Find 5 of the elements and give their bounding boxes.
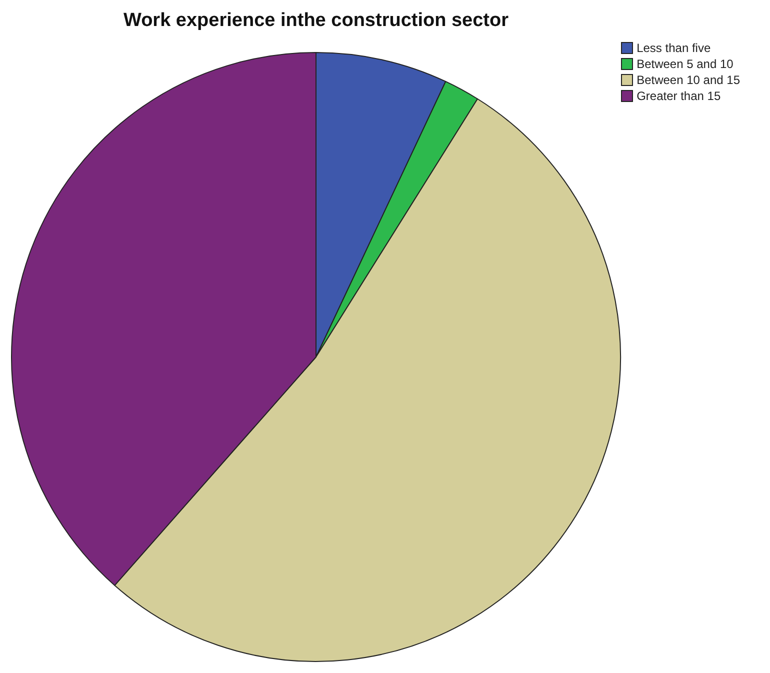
legend-label: Greater than 15 xyxy=(636,89,721,103)
chart-title: Work experience inthe construction sector xyxy=(122,10,510,32)
legend-label: Less than five xyxy=(636,41,711,55)
legend-label: Between 5 and 10 xyxy=(636,57,734,71)
legend-label: Between 10 and 15 xyxy=(636,73,740,87)
